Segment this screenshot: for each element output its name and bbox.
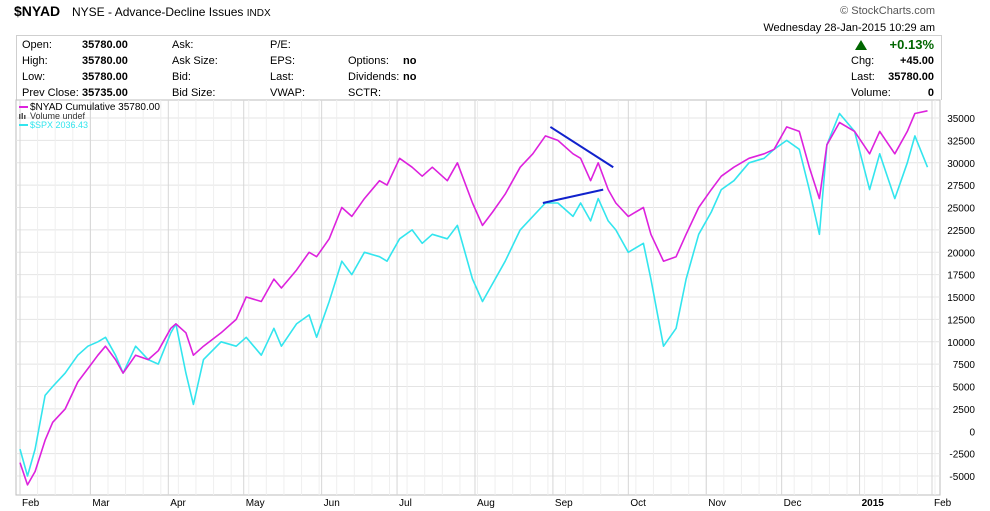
- y-tick-label: 20000: [947, 248, 975, 259]
- up-arrow-icon: [855, 40, 867, 50]
- y-tick-label: 32500: [947, 136, 975, 147]
- chart-header: $NYAD NYSE - Advance-Decline Issues INDX…: [0, 0, 990, 100]
- volume-legend-icon: [21, 113, 23, 119]
- quote-label-sctr: SCTR:: [348, 87, 381, 99]
- y-tick-label: 17500: [947, 271, 975, 282]
- quote-label-last-price: Last:: [851, 71, 875, 83]
- watermark: © StockCharts.com: [840, 5, 935, 17]
- y-tick-label: 27500: [947, 181, 975, 192]
- quote-label-eps: EPS:: [270, 55, 296, 67]
- x-tick-label: Feb: [934, 498, 952, 509]
- grid-layer: [16, 100, 940, 495]
- y-tick-label: 30000: [947, 159, 975, 170]
- quote-label-dividends: Dividends:: [348, 71, 400, 83]
- quote-value-open: 35780.00: [82, 39, 128, 51]
- nyad-series-line: [19, 110, 928, 486]
- change-percent: +0.13%: [889, 37, 934, 52]
- y-tick-label: 2500: [953, 405, 976, 416]
- quote-value-volume: 0: [927, 87, 934, 99]
- exchange-label: NYSE: [72, 5, 105, 19]
- axis-layer: 3500032500300002750025000225002000017500…: [22, 114, 975, 509]
- quote-label-options: Options:: [348, 55, 389, 67]
- y-tick-label: 10000: [947, 338, 975, 349]
- quote-value-options: no: [403, 55, 417, 67]
- volume-legend-icon: [19, 114, 21, 119]
- y-tick-label: 22500: [947, 226, 975, 237]
- y-tick-label: -5000: [949, 472, 975, 483]
- quote-value-low: 35780.00: [82, 71, 128, 83]
- legend-entry: $SPX 2036.43: [30, 120, 88, 130]
- symbol-type: INDX: [246, 8, 271, 19]
- spx-series-line: [19, 112, 929, 477]
- quote-label-last: Last:: [270, 71, 294, 83]
- quote-label-chg: Chg:: [851, 55, 875, 67]
- quote-label-open: Open:: [22, 39, 52, 51]
- x-tick-label: Jul: [399, 498, 412, 509]
- y-tick-label: 5000: [953, 383, 976, 394]
- quote-label-ask: Ask:: [172, 39, 194, 51]
- chart-subtitle: NYSE - Advance-Decline Issues INDX: [72, 5, 271, 19]
- x-tick-label: Feb: [22, 498, 40, 509]
- x-tick-label: Jun: [324, 498, 340, 509]
- volume-legend-icon: [24, 115, 26, 119]
- spx-trendline: [542, 188, 604, 205]
- x-tick-label: Aug: [477, 498, 495, 509]
- x-tick-label: Oct: [630, 498, 646, 509]
- legend-entry: $NYAD Cumulative 35780.00: [30, 102, 160, 113]
- quote-label-ask-size: Ask Size:: [172, 55, 218, 67]
- quote-label-volume: Volume:: [851, 87, 891, 99]
- y-tick-label: 0: [969, 427, 975, 438]
- y-tick-label: 25000: [947, 204, 975, 215]
- quote-label-high: High:: [22, 55, 48, 67]
- quote-datetime: Wednesday 28-Jan-2015 10:29 am: [763, 22, 935, 34]
- x-tick-label: Dec: [784, 498, 802, 509]
- quote-label-pe: P/E:: [270, 39, 291, 51]
- x-tick-label: May: [246, 498, 265, 509]
- series-layer: [19, 110, 929, 486]
- y-tick-label: 7500: [953, 360, 976, 371]
- quote-value-dividends: no: [403, 71, 417, 83]
- annotation-layer: [542, 126, 614, 205]
- quote-label-bid: Bid:: [172, 71, 191, 83]
- x-tick-label: Apr: [170, 498, 186, 509]
- nyad-trendline: [549, 126, 614, 169]
- quote-panel: [16, 35, 942, 100]
- quote-value-chg: +45.00: [900, 55, 934, 67]
- quote-label-low: Low:: [22, 71, 46, 83]
- x-tick-label: 2015: [862, 498, 885, 509]
- legend-entry: Volume undef: [30, 111, 86, 121]
- quote-label-prev-close: Prev Close:: [22, 87, 79, 99]
- symbol-name: - Advance-Decline Issues: [108, 5, 244, 19]
- y-tick-label: 15000: [947, 293, 975, 304]
- y-tick-label: 12500: [947, 315, 975, 326]
- quote-label-bid-size: Bid Size:: [172, 87, 216, 99]
- quote-label-vwap: VWAP:: [270, 87, 306, 99]
- y-tick-label: -2500: [949, 450, 975, 461]
- y-tick-label: 35000: [947, 114, 975, 125]
- quote-value-prev-close: 35735.00: [82, 87, 128, 99]
- quote-value-last-price: 35780.00: [888, 71, 934, 83]
- quote-value-high: 35780.00: [82, 55, 128, 67]
- symbol-title: $NYAD: [14, 3, 61, 19]
- x-tick-label: Nov: [708, 498, 726, 509]
- x-tick-label: Mar: [92, 498, 110, 509]
- x-tick-label: Sep: [555, 498, 573, 509]
